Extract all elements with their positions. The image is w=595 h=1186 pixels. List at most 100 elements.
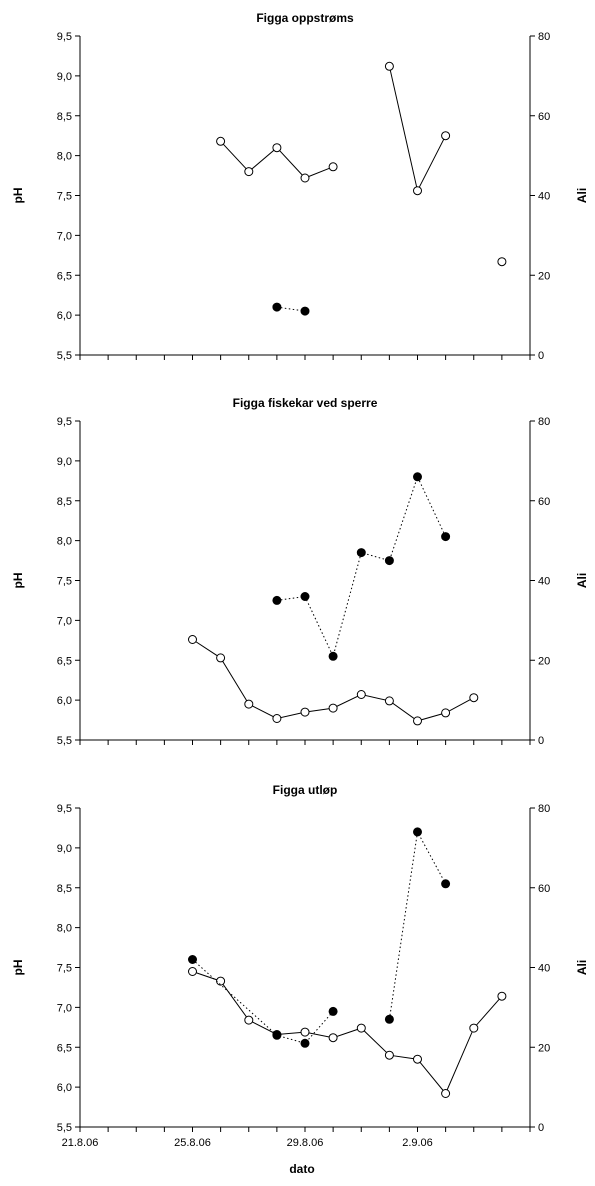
left-tick-label: 7,5 [57, 963, 72, 975]
left-tick-label: 6,0 [57, 695, 72, 707]
x-tick-label: 25.8.06 [174, 1137, 211, 1149]
chart-title: Figga utløp [273, 783, 338, 797]
y-axis-title: pH [11, 188, 25, 204]
left-tick-label: 8,5 [57, 111, 72, 123]
ph-point [216, 653, 226, 663]
ali-point [300, 306, 310, 316]
left-tick-label: 5,5 [57, 735, 72, 747]
left-tick-label: 9,0 [57, 71, 72, 83]
ph-point [497, 991, 507, 1001]
left-tick-label: 9,0 [57, 456, 72, 468]
ali-line [276, 306, 306, 312]
left-tick-label: 6,5 [57, 270, 72, 282]
right-tick-label: 80 [538, 803, 550, 815]
ph-point [300, 173, 310, 183]
ali-point [272, 302, 282, 312]
ph-point [244, 1015, 254, 1025]
right-tick-label: 80 [538, 416, 550, 428]
left-tick-label: 9,5 [57, 803, 72, 815]
ph-line [192, 971, 503, 1095]
ali-point [300, 592, 310, 601]
left-tick-label: 7,5 [57, 576, 72, 588]
left-tick-label: 6,5 [57, 655, 72, 667]
ph-point [384, 696, 394, 706]
ph-point [413, 1054, 422, 1064]
ali-point [384, 556, 394, 566]
ph-point [244, 167, 254, 177]
ph-point [216, 136, 226, 146]
right-tick-label: 60 [538, 496, 550, 508]
chart-panel-1: Figga oppstrøms 5,5 6,0 6,5 7,0 7,5 8,0 8,5 9,0 9… [11, 11, 589, 362]
ph-point [272, 143, 282, 153]
left-tick-label: 5,5 [57, 1122, 72, 1134]
ph-point [328, 162, 338, 172]
y-axis-title: pH [11, 573, 25, 589]
ph-series [188, 635, 479, 726]
ph-point [188, 967, 197, 976]
ph-point [272, 714, 282, 723]
x-tick-label: 21.8.06 [62, 1137, 99, 1149]
ali-point [413, 827, 422, 837]
ph-point [384, 1050, 394, 1060]
left-tick-label: 9,5 [57, 31, 72, 43]
ali-point [272, 1030, 282, 1040]
ph-point [356, 690, 366, 699]
ph-point [244, 699, 254, 709]
right-tick-label: 80 [538, 31, 550, 43]
y2-axis-title: Ali [575, 573, 589, 588]
left-tick-label: 6,5 [57, 1042, 72, 1054]
ali-point [272, 595, 282, 605]
left-tick-label: 7,0 [57, 1002, 72, 1014]
ph-point [469, 1023, 479, 1033]
right-tick-label: 20 [538, 1042, 550, 1054]
left-tick-label: 9,5 [57, 416, 72, 428]
ali-series [188, 827, 451, 1048]
ph-line [388, 66, 447, 193]
ph-point [356, 1023, 366, 1033]
ph-point [216, 976, 226, 986]
x-axis-title: dato [289, 1162, 314, 1176]
ph-point [384, 61, 394, 71]
y2-axis-title: Ali [575, 960, 589, 975]
ali-series [272, 472, 451, 661]
ali-line [276, 475, 447, 658]
chart-title: Figga fiskekar ved sperre [233, 396, 378, 410]
chart-panel-2: Figga fiskekar ved sperre 5,5 6,0 6,5 7,0 7,5… [11, 396, 589, 747]
ph-point [469, 693, 479, 703]
chart-title: Figga oppstrøms [256, 11, 354, 25]
right-tick-label: 40 [538, 576, 550, 588]
y2-axis-title: Ali [575, 188, 589, 203]
left-tick-label: 8,5 [57, 496, 72, 508]
ali-line [192, 959, 334, 1044]
right-tick-label: 20 [538, 270, 550, 282]
chart-panel-3: Figga utløp 5,5 6,0 6,5 7,0 7,5 8,0 8,5 9,0 9,5 0 2… [11, 783, 589, 1149]
ali-series [272, 302, 310, 316]
ph-point [413, 186, 422, 196]
x-tick-label: 2.9.06 [402, 1137, 433, 1149]
y-axis-title: pH [11, 960, 25, 976]
ali-point [188, 955, 197, 964]
ali-point [384, 1014, 394, 1024]
right-tick-label: 40 [538, 963, 550, 975]
left-tick-label: 9,0 [57, 843, 72, 855]
x-tick-label: 29.8.06 [287, 1137, 324, 1149]
left-tick-label: 8,5 [57, 883, 72, 895]
ph-point [328, 703, 338, 713]
ph-point [188, 635, 197, 644]
ali-point [328, 651, 338, 661]
left-tick-label: 7,0 [57, 230, 72, 242]
ph-point [300, 1027, 310, 1037]
right-tick-label: 60 [538, 111, 550, 123]
left-tick-label: 6,0 [57, 1082, 72, 1094]
ph-series [216, 61, 507, 267]
ph-point [328, 1033, 338, 1043]
ph-point [413, 716, 422, 726]
right-tick-label: 20 [538, 655, 550, 667]
left-tick-label: 5,5 [57, 350, 72, 362]
ali-point [356, 548, 366, 558]
right-tick-label: 60 [538, 883, 550, 895]
left-tick-label: 8,0 [57, 536, 72, 548]
ph-point [441, 131, 451, 141]
ali-point [300, 1038, 310, 1048]
